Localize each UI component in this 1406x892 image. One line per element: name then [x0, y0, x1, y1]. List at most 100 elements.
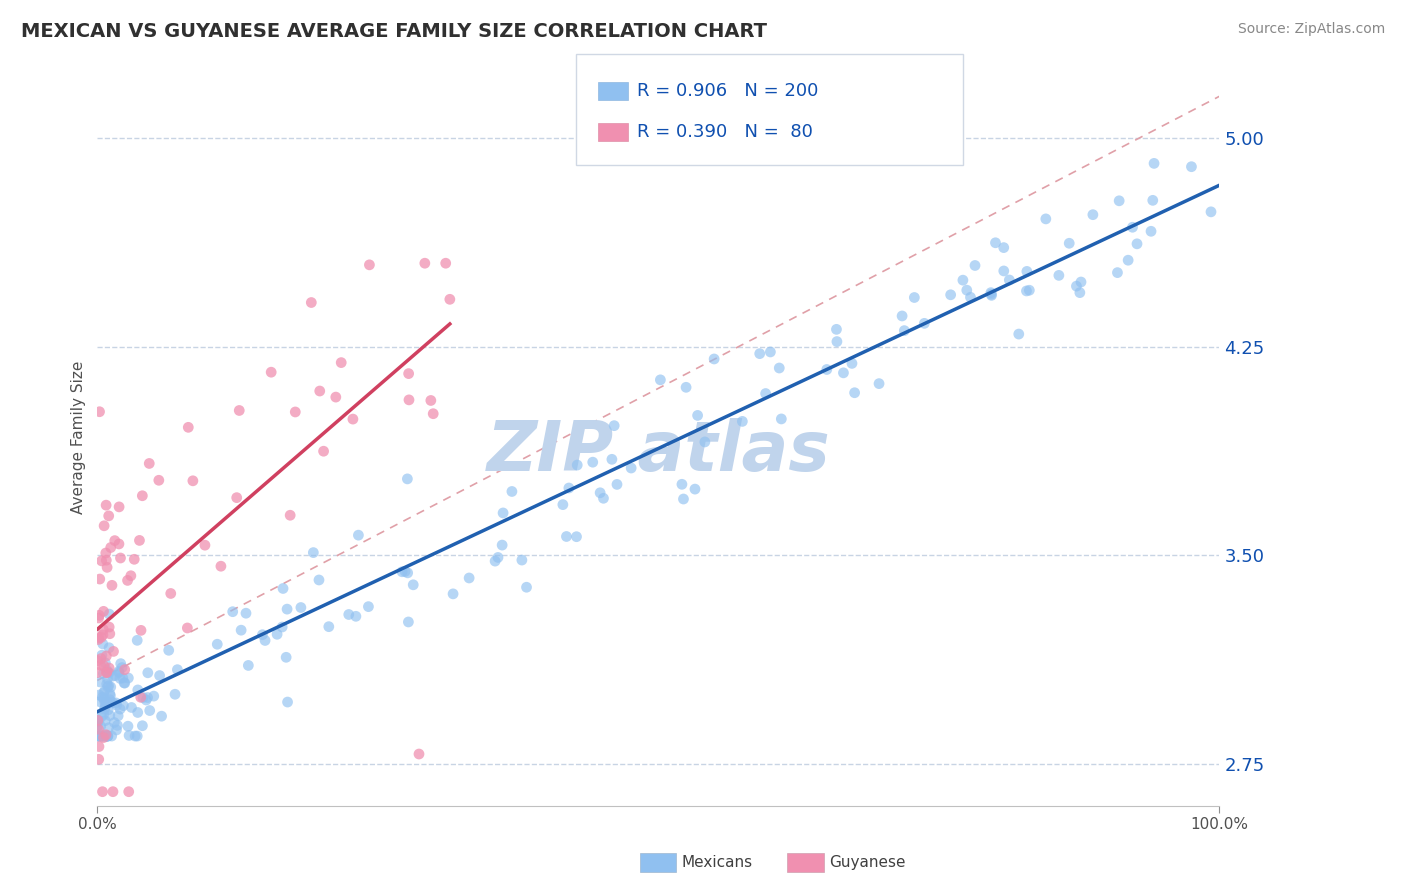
Point	[96, 560, 118, 574]
Point	[672, 491, 695, 506]
Point	[96, 648, 118, 663]
Point	[501, 484, 523, 499]
Point	[91, 637, 114, 651]
Point	[491, 538, 513, 552]
Text: R = 0.906   N = 200: R = 0.906 N = 200	[637, 82, 818, 100]
Point	[96, 677, 118, 691]
Point	[90, 719, 112, 733]
Point	[952, 273, 974, 287]
Point	[770, 412, 793, 426]
Point	[396, 566, 419, 580]
Point	[359, 258, 381, 272]
Y-axis label: Average Family Size: Average Family Size	[72, 360, 86, 514]
Point	[825, 322, 848, 336]
Point	[94, 714, 117, 728]
Point	[98, 665, 121, 680]
Point	[422, 407, 444, 421]
Point	[980, 285, 1002, 300]
Point	[993, 264, 1015, 278]
Point	[105, 723, 128, 737]
Text: Source: ZipAtlas.com: Source: ZipAtlas.com	[1237, 22, 1385, 37]
Point	[132, 690, 155, 705]
Point	[181, 474, 204, 488]
Text: Mexicans: Mexicans	[682, 855, 754, 870]
Point	[91, 623, 114, 637]
Point	[90, 710, 112, 724]
Point	[87, 729, 110, 743]
Point	[396, 472, 419, 486]
Point	[96, 729, 118, 743]
Point	[96, 665, 118, 680]
Point	[114, 676, 136, 690]
Point	[228, 403, 250, 417]
Point	[117, 719, 139, 733]
Point	[394, 565, 416, 579]
Point	[939, 287, 962, 301]
Point	[277, 695, 299, 709]
Point	[194, 538, 217, 552]
Point	[486, 550, 509, 565]
Point	[492, 506, 515, 520]
Point	[893, 324, 915, 338]
Point	[105, 698, 128, 713]
Point	[308, 384, 330, 398]
Point	[87, 729, 110, 743]
Point	[231, 623, 253, 637]
Point	[87, 714, 110, 729]
Point	[844, 385, 866, 400]
Point	[86, 719, 108, 733]
Point	[235, 606, 257, 620]
Point	[96, 665, 118, 680]
Point	[993, 241, 1015, 255]
Point	[998, 273, 1021, 287]
Point	[87, 752, 110, 766]
Point	[101, 669, 124, 683]
Point	[98, 708, 121, 723]
Point	[122, 552, 145, 566]
Point	[93, 666, 115, 681]
Text: Guyanese: Guyanese	[830, 855, 905, 870]
Point	[89, 608, 111, 623]
Point	[89, 729, 111, 743]
Point	[510, 553, 533, 567]
Point	[903, 291, 925, 305]
Point	[391, 565, 413, 579]
Point	[89, 658, 111, 673]
Point	[94, 700, 117, 714]
Point	[90, 729, 112, 743]
Point	[515, 580, 537, 594]
Point	[117, 574, 139, 588]
Point	[142, 689, 165, 703]
Point	[1018, 283, 1040, 297]
Point	[87, 723, 110, 737]
Point	[108, 702, 131, 716]
Point	[344, 609, 367, 624]
Point	[592, 491, 614, 506]
Point	[484, 554, 506, 568]
Point	[620, 461, 643, 475]
Point	[582, 455, 605, 469]
Point	[138, 457, 160, 471]
Point	[589, 485, 612, 500]
Point	[419, 393, 441, 408]
Point	[1199, 205, 1222, 219]
Point	[342, 412, 364, 426]
Text: R = 0.390   N =  80: R = 0.390 N = 80	[637, 123, 813, 141]
Point	[94, 729, 117, 743]
Text: MEXICAN VS GUYANESE AVERAGE FAMILY SIZE CORRELATION CHART: MEXICAN VS GUYANESE AVERAGE FAMILY SIZE …	[21, 22, 768, 41]
Point	[159, 586, 181, 600]
Point	[98, 687, 121, 701]
Point	[96, 729, 118, 743]
Point	[97, 729, 120, 743]
Point	[94, 696, 117, 710]
Point	[91, 785, 114, 799]
Point	[98, 607, 121, 621]
Point	[87, 713, 110, 727]
Point	[299, 295, 322, 310]
Point	[603, 418, 626, 433]
Point	[87, 688, 110, 702]
Point	[98, 640, 121, 655]
Point	[693, 434, 716, 449]
Point	[841, 356, 863, 370]
Point	[312, 444, 335, 458]
